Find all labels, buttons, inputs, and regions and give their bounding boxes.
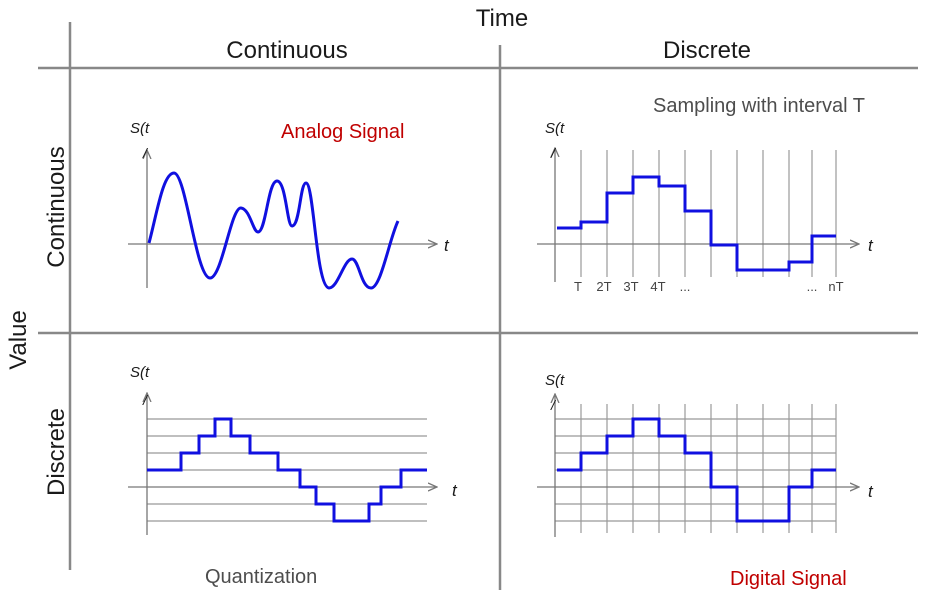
digital-panel: S(t t (537, 372, 874, 537)
analog-panel: S(t t (128, 120, 450, 290)
digital-level-gridlines (555, 418, 836, 522)
sampled-signal (557, 175, 836, 272)
digital-signal-title: Digital Signal (730, 568, 847, 590)
digital-signal (557, 417, 836, 523)
quantization-y-axis-label: S(t (130, 364, 150, 381)
quantization-axis-tick-mark: / (142, 392, 149, 408)
analog-y-axis-label: S(t (130, 120, 150, 137)
row-header-discrete: Discrete (43, 408, 70, 496)
analog-axis-tick-mark: / (142, 145, 149, 161)
digital-y-axis-label: S(t (545, 372, 565, 389)
grid-dividers (38, 22, 918, 590)
value-axis-label: Value (5, 310, 32, 370)
quantization-panel: S(t t (128, 364, 458, 535)
quantized-signal (147, 417, 427, 523)
digital-x-axis-label: t (868, 482, 874, 501)
quantization-title: Quantization (205, 566, 317, 588)
tick-label: nT (828, 279, 843, 294)
analog-waveform (147, 171, 400, 290)
sampling-y-axis-label: S(t (545, 120, 565, 137)
sampling-panel: S(t t T 2T 3T 4T ... ... nT (537, 120, 874, 294)
tick-label: ... (807, 279, 818, 294)
tick-label: 4T (650, 279, 665, 294)
quantization-x-axis-label: t (452, 481, 458, 500)
digital-sample-gridlines (580, 404, 837, 533)
row-header-continuous: Continuous (43, 146, 70, 267)
sampling-x-axis-label: t (868, 236, 874, 255)
sampling-axis-tick-mark: / (550, 145, 557, 161)
digital-axis-tick-mark: / (550, 397, 557, 413)
tick-label: ... (680, 279, 691, 294)
sampling-title: Sampling with interval T (653, 95, 865, 117)
analog-signal-title: Analog Signal (281, 121, 404, 143)
analog-x-axis-label: t (444, 236, 450, 255)
column-header-continuous: Continuous (226, 37, 347, 64)
sampling-tick-labels: T 2T 3T 4T ... ... nT (574, 279, 844, 294)
sampling-vertical-gridlines (580, 150, 837, 277)
tick-label: 3T (623, 279, 638, 294)
time-axis-label: Time (476, 5, 528, 32)
column-header-discrete: Discrete (663, 37, 751, 64)
tick-label: 2T (596, 279, 611, 294)
tick-label: T (574, 279, 582, 294)
